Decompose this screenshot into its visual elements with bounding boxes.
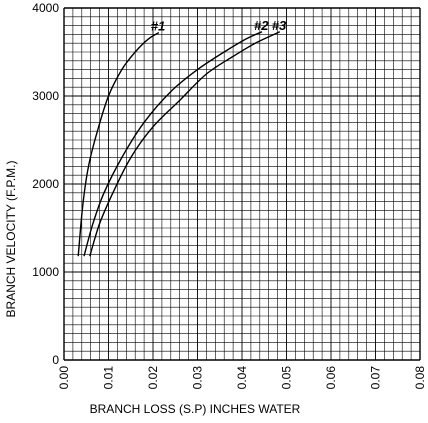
y-tick-label: 1000	[32, 265, 59, 279]
x-tick-label: 0.04	[235, 366, 249, 390]
series-curve-1	[77, 31, 160, 257]
x-tick-label: 0.02	[146, 366, 160, 390]
y-tick-label: 2000	[32, 177, 59, 191]
x-tick-labels: 0.00 0.01 0.02 0.03 0.04 0.05 0.06 0.07 0.08	[57, 366, 427, 390]
x-tick-label: 0.00	[57, 366, 71, 390]
y-tick-label: 3000	[32, 89, 59, 103]
x-tick-label: 0.06	[324, 366, 338, 390]
y-tick-label: 4000	[32, 1, 59, 15]
y-tick-labels: 0 1000 2000 3000 4000	[32, 1, 59, 367]
series-label-2: #2	[254, 18, 269, 33]
series-curve-3	[89, 31, 281, 257]
y-axis-label: BRANCH VELOCITY (F.P.M.)	[4, 161, 18, 318]
plot-grid	[63, 7, 421, 361]
x-axis-label: BRANCH LOSS (S.P) INCHES WATER	[90, 402, 301, 416]
x-tick-label: 0.03	[191, 366, 205, 390]
x-tick-label: 0.01	[102, 366, 116, 390]
series-label-3: #3	[272, 18, 287, 33]
series-label-1: #1	[151, 19, 165, 34]
series-labels: #1 #2 #3	[151, 18, 287, 34]
x-tick-label: 0.05	[280, 366, 294, 390]
y-tick-label: 0	[52, 353, 59, 367]
series-curve-2	[83, 31, 263, 257]
series-curves	[77, 31, 281, 257]
x-tick-label: 0.07	[369, 366, 383, 390]
x-tick-label: 0.08	[413, 366, 427, 390]
